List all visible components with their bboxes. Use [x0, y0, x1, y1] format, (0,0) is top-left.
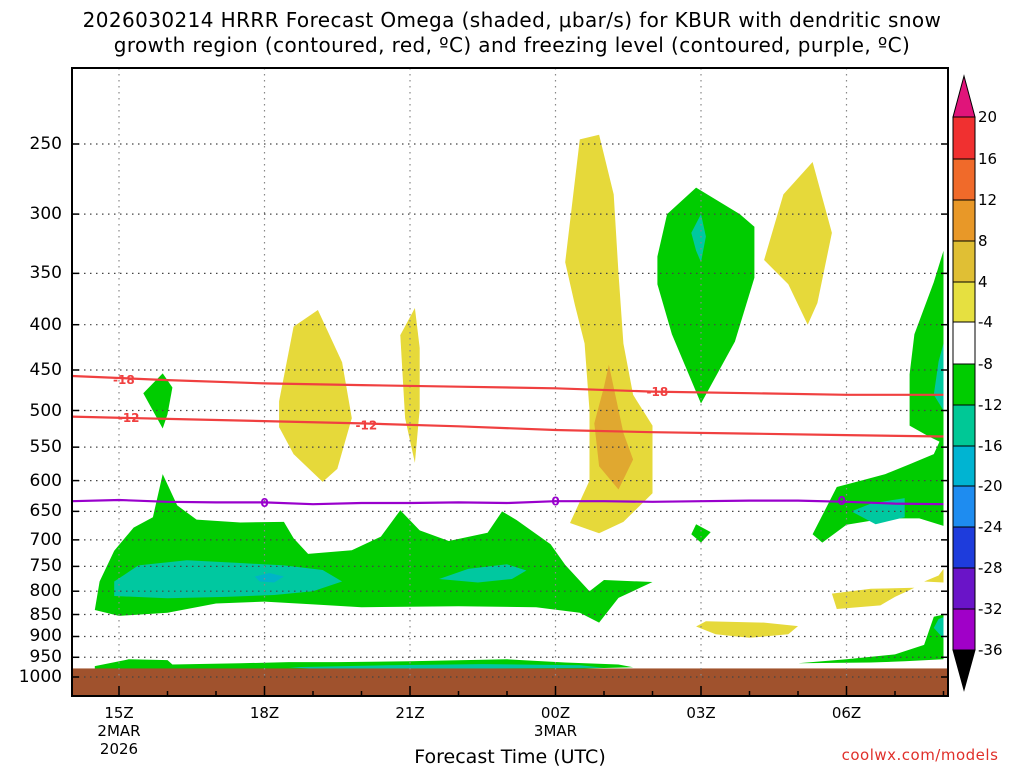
colorbar-label--8: -8 [978, 355, 993, 373]
colorbar-label--24: -24 [978, 518, 1003, 536]
colorbar-swatch-16 [952, 158, 976, 201]
chart-title-line2: growth region (contoured, red, ºC) and f… [113, 33, 911, 57]
contour-label-freezing-level-2: 0 [837, 494, 845, 508]
plot-area: -18 -18 -12 -12 0 0 0 [72, 68, 948, 696]
y-tick-label-900: 900 [29, 626, 62, 647]
colorbar-swatch--16 [952, 445, 976, 487]
omega-region-teal-8 [691, 214, 706, 263]
omega-region-teal-5 [288, 664, 604, 669]
colorbar-swatch-4 [952, 281, 976, 323]
omega-region-teal-1 [114, 560, 343, 599]
x-tick-label-03Z: 03Z [686, 704, 716, 722]
omega-region-yellow-22 [831, 587, 915, 609]
omega-region-green-0 [94, 474, 653, 623]
colorbar-swatch--28 [952, 567, 976, 610]
colorbar-label--4: -4 [978, 313, 993, 331]
contour-label-freezing-level-1: 0 [551, 495, 559, 509]
colorbar-label-8: 8 [978, 232, 988, 250]
contour-label-dgz-top-1: -18 [647, 385, 669, 399]
y-tick-label-450: 450 [29, 359, 62, 380]
chart-title-line1: 2026030214 HRRR Forecast Omega (shaded, … [82, 8, 942, 32]
omega-region-cyan-2 [254, 573, 284, 583]
colorbar-swatch-20 [952, 116, 976, 160]
colorbar [952, 74, 976, 692]
x-tick-label-21Z: 21Z [395, 704, 425, 722]
colorbar-label-4: 4 [978, 273, 988, 291]
omega-region-green-6 [143, 373, 173, 429]
y-tick-label-500: 500 [29, 400, 62, 421]
omega-region-yellow-23 [924, 568, 944, 583]
colorbar-top-arrow [952, 74, 976, 118]
colorbar-bottom-arrow [952, 649, 976, 692]
omega-region-green-14 [798, 614, 944, 664]
colorbar-swatch--12 [952, 404, 976, 447]
omega-region-teal-11 [851, 498, 905, 525]
omega-region-yellow-18 [565, 134, 653, 534]
y-tick-label-250: 250 [29, 134, 62, 154]
colorbar-label-16: 16 [978, 150, 998, 168]
x-axis-title: Forecast Time (UTC) [414, 746, 606, 768]
y-tick-label-600: 600 [29, 470, 62, 491]
omega-region-teal-3 [439, 564, 527, 583]
x-tick-label-00Z: 00Z [540, 704, 571, 722]
colorbar-swatch--8 [952, 363, 976, 406]
omega-region-yellow-16 [279, 310, 352, 482]
contour-freezing-level [72, 498, 944, 506]
contour-dgz-top [72, 374, 944, 396]
colorbar-label--36: -36 [978, 641, 1003, 659]
y-tick-label-950: 950 [29, 647, 62, 668]
colorbar-swatch--24 [952, 526, 976, 569]
x-tick-date-00Z: 3MAR [533, 722, 578, 740]
contour-dgz-bottom [72, 415, 944, 438]
omega-region-green-7 [657, 187, 755, 404]
omega-region-yellow-20 [764, 162, 832, 325]
colorbar-label--32: -32 [978, 600, 1003, 618]
y-tick-label-1000: 1000 [18, 667, 62, 687]
omega-region-green-10 [812, 432, 944, 543]
source-credit[interactable]: coolwx.com/models [841, 746, 999, 764]
y-tick-label-350: 350 [29, 263, 62, 284]
colorbar-label--28: -28 [978, 559, 1003, 577]
y-tick-label-800: 800 [29, 581, 62, 602]
omega-region-yellow-21 [696, 621, 798, 638]
colorbar-label--16: -16 [978, 437, 1003, 455]
colorbar-swatch--4 [952, 321, 976, 365]
contour-label-dgz-bottom-0: -12 [118, 411, 140, 425]
x-tick-label-15Z: 15Z [104, 704, 134, 722]
colorbar-label--12: -12 [978, 396, 1003, 414]
colorbar-swatch--20 [952, 485, 976, 528]
y-tick-label-700: 700 [29, 529, 62, 550]
omega-region-teal-15 [933, 617, 944, 639]
ground-terrain [72, 668, 948, 696]
y-tick-label-850: 850 [29, 604, 62, 625]
colorbar-swatch-12 [952, 199, 976, 242]
x-tick-label-18Z: 18Z [249, 704, 280, 722]
contour-label-freezing-level-0: 0 [260, 496, 268, 510]
contour-label-dgz-bottom-1: -12 [356, 418, 378, 432]
colorbar-swatch-8 [952, 240, 976, 283]
x-tick-date-15Z: 2MAR [97, 722, 141, 740]
omega-region-green-12 [909, 250, 944, 444]
y-tick-label-750: 750 [29, 556, 62, 577]
colorbar-label-12: 12 [978, 191, 998, 209]
x-tick-label-06Z: 06Z [831, 704, 862, 722]
y-tick-label-400: 400 [29, 314, 62, 335]
colorbar-swatch--32 [952, 608, 976, 651]
colorbar-label-20: 20 [978, 108, 998, 126]
plot-frame [71, 67, 949, 697]
y-tick-label-550: 550 [29, 437, 62, 458]
contour-label-dgz-top-0: -18 [113, 373, 135, 387]
colorbar-label--20: -20 [978, 477, 1003, 495]
omega-region-green-9 [691, 524, 711, 543]
y-tick-label-300: 300 [29, 204, 62, 225]
omega-region-orange_light-19 [594, 364, 634, 490]
x-tick-year-15Z: 2026 [99, 740, 139, 758]
y-tick-label-650: 650 [29, 501, 62, 522]
